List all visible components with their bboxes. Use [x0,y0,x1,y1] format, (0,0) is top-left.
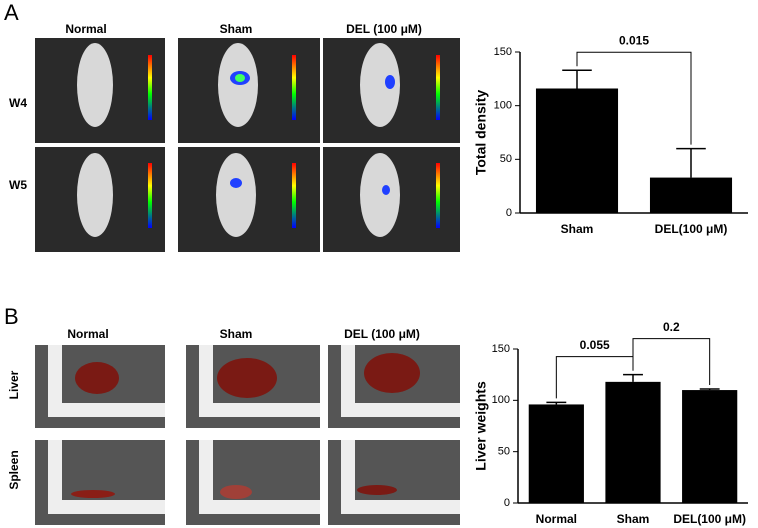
bar [528,404,584,503]
panel-label: B [4,304,19,329]
column-header: DEL (100 μM) [344,327,420,341]
column-header: Normal [67,327,108,341]
p-value: 0.2 [663,320,680,334]
x-tick-label: Sham [561,222,594,236]
y-axis-label: Liver weights [473,381,489,471]
bar [605,381,661,503]
y-tick-label: 50 [498,446,510,458]
x-tick-label: DEL(100 μM) [673,512,746,526]
p-value: 0.015 [619,33,649,47]
significance-bracket [632,338,711,386]
column-header: Sham [220,327,253,341]
x-tick-label: Sham [617,512,650,526]
row-label: W4 [9,96,27,110]
y-tick-label: 0 [506,207,512,219]
y-tick-label: 100 [494,100,512,112]
row-label: Spleen [7,450,21,489]
row-label: W5 [9,178,27,192]
column-header: Sham [220,22,253,36]
x-tick-label: DEL(100 μM) [655,222,728,236]
y-tick-label: 150 [494,46,512,58]
significance-bracket [576,51,692,145]
imaging-photos [35,38,460,252]
column-header: DEL (100 μM) [346,22,422,36]
bar [649,177,733,213]
column-header: Normal [65,22,106,36]
y-tick-label: 150 [492,343,510,355]
bar [535,88,619,213]
organ-photos [35,345,460,525]
panel-label: A [4,0,19,25]
x-tick-label: Normal [536,512,577,526]
y-tick-label: 100 [492,394,510,406]
y-axis-label: Total density [473,90,489,176]
y-tick-label: 50 [500,153,512,165]
p-value: 0.055 [580,338,610,352]
bar [682,390,738,503]
y-tick-label: 0 [504,497,510,509]
row-label: Liver [7,370,21,399]
